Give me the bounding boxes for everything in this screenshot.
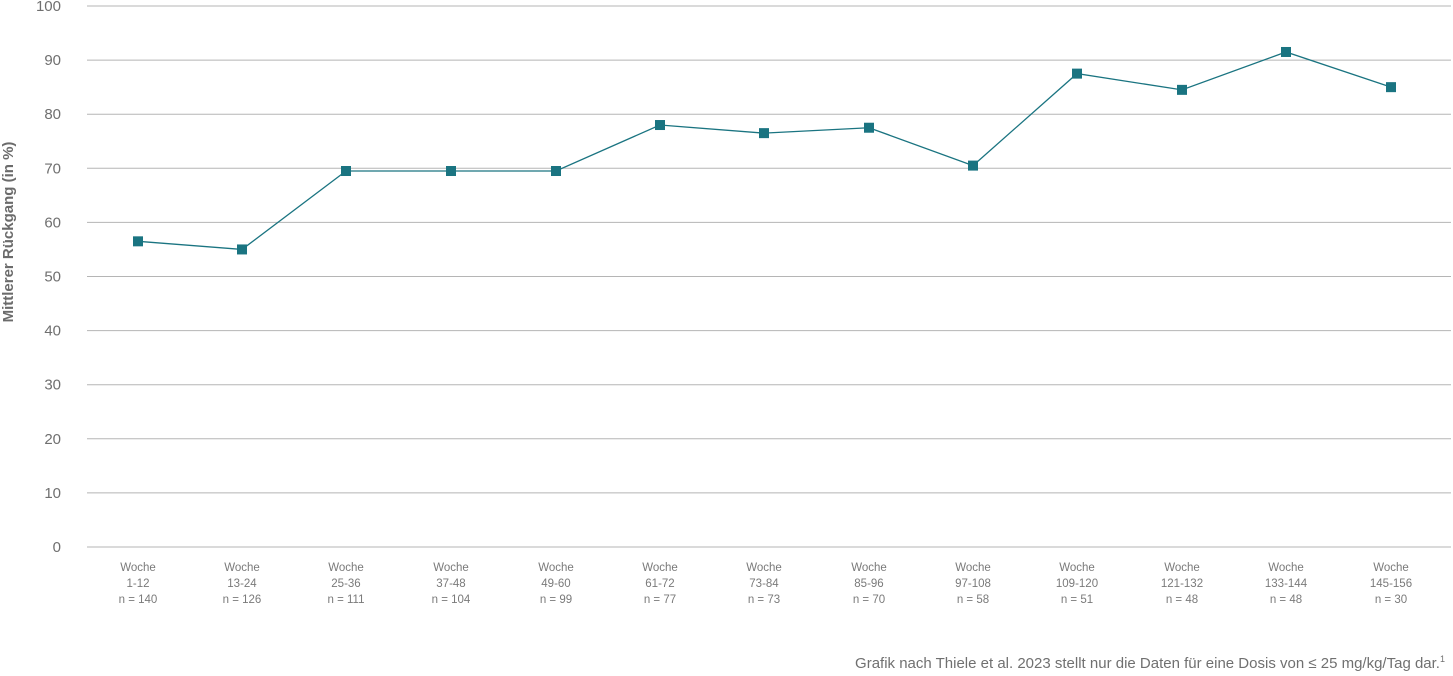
x-label-6-line1: Woche xyxy=(642,562,678,574)
y-tick-10: 10 xyxy=(44,485,61,502)
x-label-9-line1: Woche xyxy=(955,562,991,574)
x-label-12-line1: Woche xyxy=(1268,562,1304,574)
y-tick-60: 60 xyxy=(44,214,61,231)
x-label-4-line3: n = 104 xyxy=(432,594,471,606)
x-label-8-line3: n = 70 xyxy=(853,594,885,606)
x-label-11-line2: 121-132 xyxy=(1161,578,1203,590)
data-point-5 xyxy=(551,166,561,177)
x-label-1-line3: n = 140 xyxy=(119,594,158,606)
x-label-7-line2: 73-84 xyxy=(749,578,779,590)
data-point-13 xyxy=(1386,82,1396,93)
x-label-5-line3: n = 99 xyxy=(540,594,572,606)
y-tick-20: 20 xyxy=(44,431,61,448)
x-label-10-line1: Woche xyxy=(1059,562,1095,574)
y-tick-70: 70 xyxy=(44,160,61,177)
x-label-13-line2: 145-156 xyxy=(1370,578,1412,590)
x-label-11-line3: n = 48 xyxy=(1166,594,1198,606)
x-label-1-line2: 1-12 xyxy=(126,578,149,590)
x-label-5-line1: Woche xyxy=(538,562,574,574)
x-label-13-line3: n = 30 xyxy=(1375,594,1407,606)
y-axis-title: Mittlerer Rückgang (in %) xyxy=(0,142,17,323)
footnote-reference: 1 xyxy=(1439,654,1445,664)
x-label-2-line1: Woche xyxy=(224,562,260,574)
footnote: Grafik nach Thiele et al. 2023 stellt nu… xyxy=(855,654,1445,672)
gridlines xyxy=(87,5,1451,548)
data-point-10 xyxy=(1072,68,1082,79)
x-label-9-line2: 97-108 xyxy=(955,578,991,590)
data-point-2 xyxy=(237,244,247,255)
y-tick-80: 80 xyxy=(44,106,61,123)
series-line xyxy=(137,51,1392,251)
data-point-9 xyxy=(968,160,978,171)
x-label-6-line3: n = 77 xyxy=(644,594,676,606)
data-points xyxy=(133,46,1396,255)
x-label-9-line3: n = 58 xyxy=(957,594,989,606)
x-label-2-line3: n = 126 xyxy=(223,594,262,606)
x-label-11-line1: Woche xyxy=(1164,562,1200,574)
data-point-12 xyxy=(1281,46,1291,57)
data-point-3 xyxy=(341,166,351,177)
data-point-4 xyxy=(446,166,456,177)
y-tick-100: 100 xyxy=(36,0,61,15)
data-point-6 xyxy=(655,120,665,131)
data-point-8 xyxy=(864,122,874,133)
x-label-7-line1: Woche xyxy=(746,562,782,574)
x-label-10-line3: n = 51 xyxy=(1061,594,1093,606)
y-tick-0: 0 xyxy=(53,539,61,556)
x-label-13-line1: Woche xyxy=(1373,562,1409,574)
y-tick-90: 90 xyxy=(44,52,61,69)
x-label-3-line2: 25-36 xyxy=(331,578,360,590)
x-label-12-line2: 133-144 xyxy=(1265,578,1308,590)
x-category-labels: Woche 1-12 n = 140 Woche 13-24 n = 126 Woche 25… xyxy=(119,562,1412,606)
data-point-7 xyxy=(759,128,769,139)
footnote-text: Grafik nach Thiele et al. 2023 stellt nu… xyxy=(855,655,1440,672)
x-label-2-line2: 13-24 xyxy=(227,578,257,590)
x-label-3-line3: n = 111 xyxy=(328,594,365,606)
y-tick-30: 30 xyxy=(44,377,61,394)
x-label-6-line2: 61-72 xyxy=(645,578,674,590)
x-label-8-line1: Woche xyxy=(851,562,887,574)
y-tick-40: 40 xyxy=(44,323,61,340)
x-label-8-line2: 85-96 xyxy=(854,578,883,590)
data-point-11 xyxy=(1177,84,1187,95)
x-label-7-line3: n = 73 xyxy=(748,594,780,606)
x-label-5-line2: 49-60 xyxy=(541,578,570,590)
data-point-1 xyxy=(133,236,143,247)
x-label-12-line3: n = 48 xyxy=(1270,594,1302,606)
x-label-3-line1: Woche xyxy=(328,562,364,574)
x-label-4-line1: Woche xyxy=(433,562,469,574)
series-line-group xyxy=(137,51,1392,251)
x-label-1-line1: Woche xyxy=(120,562,156,574)
y-tick-labels: 0 10 20 30 40 50 60 70 80 90 100 xyxy=(36,0,61,556)
x-label-10-line2: 109-120 xyxy=(1056,578,1098,590)
x-label-4-line2: 37-48 xyxy=(436,578,465,590)
y-tick-50: 50 xyxy=(44,269,61,286)
